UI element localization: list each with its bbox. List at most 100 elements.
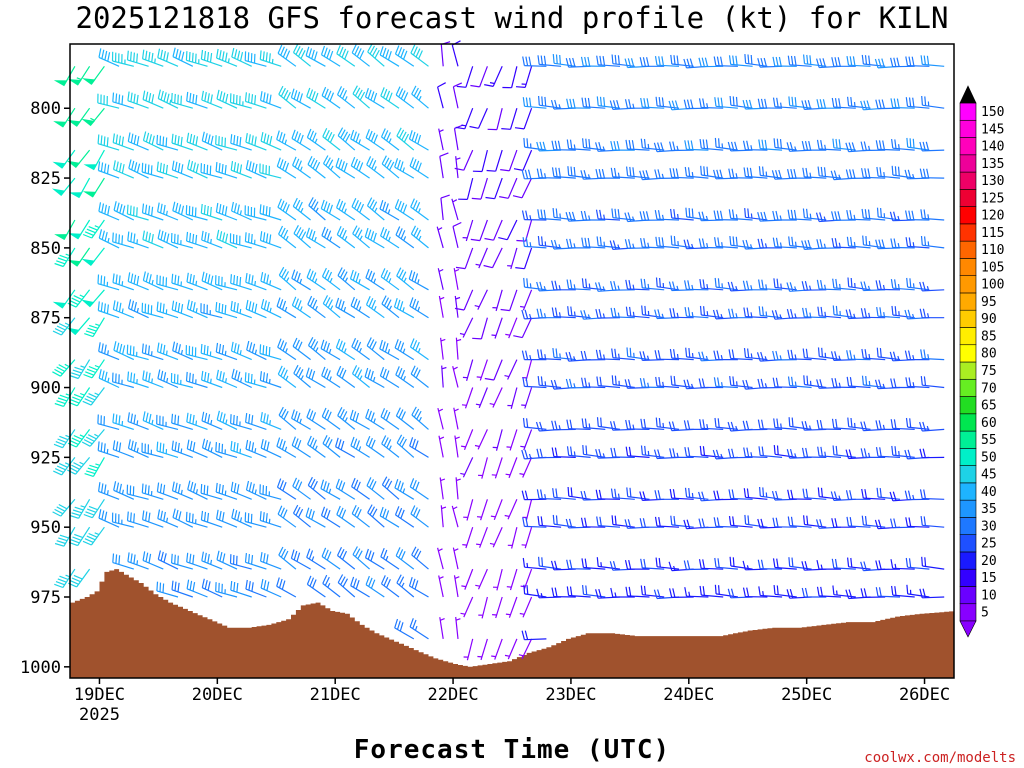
wind-barb (456, 66, 474, 88)
wind-barb (307, 337, 326, 361)
wind-barb (276, 157, 297, 179)
wind-barb (757, 57, 783, 68)
wind-barb (536, 448, 562, 459)
wind-barb (875, 420, 900, 430)
wind-barb (305, 367, 326, 389)
colorbar-swatch (959, 275, 977, 294)
wind-barb (68, 177, 91, 199)
wind-barb (684, 446, 709, 458)
wind-barb (379, 200, 400, 221)
wind-barb (244, 372, 267, 389)
wind-barb (337, 574, 356, 598)
wind-barb (396, 434, 415, 458)
credit-text[interactable]: coolwx.com/modelts (864, 750, 1016, 766)
wind-barb (890, 559, 915, 570)
wind-barb (394, 158, 415, 179)
wind-barb (185, 345, 208, 361)
wind-barb (171, 580, 193, 598)
wind-barb (475, 247, 488, 269)
colorbar-top-arrow (959, 85, 977, 104)
wind-barb (596, 557, 621, 570)
wind-barb (112, 133, 135, 151)
wind-barb (669, 308, 694, 319)
colorbar-swatch (959, 603, 977, 622)
wind-barb (82, 219, 105, 239)
wind-barb (860, 308, 886, 319)
wind-barb (463, 638, 474, 661)
wind-barb (351, 365, 370, 388)
wind-barb (906, 277, 930, 291)
wind-barb (787, 55, 812, 67)
wind-barb (410, 198, 429, 221)
colorbar-label: 100 (981, 278, 1004, 293)
wind-barb (396, 267, 415, 291)
wind-barb (611, 375, 635, 389)
wind-barb (351, 337, 370, 361)
colorbar-label: 95 (981, 295, 997, 310)
wind-barb (699, 305, 724, 319)
wind-barb (890, 238, 915, 249)
wind-barb (523, 277, 547, 291)
colorbar-swatch (959, 119, 977, 138)
wind-barb (654, 490, 679, 500)
colorbar-swatch (959, 551, 977, 570)
wind-barb (171, 92, 193, 109)
wind-barb (639, 518, 665, 528)
wind-barb (699, 445, 724, 458)
wind-barb (231, 47, 252, 67)
wind-barb (381, 435, 400, 458)
wind-barb (367, 504, 385, 528)
wind-barb (640, 97, 665, 109)
wind-barb (684, 487, 709, 500)
wind-barb (580, 517, 606, 528)
wind-barb (452, 221, 462, 249)
wind-barb (244, 51, 267, 67)
wind-barb (306, 575, 326, 598)
wind-barb (259, 50, 282, 67)
wind-barb (816, 239, 842, 249)
wind-barb (277, 505, 297, 528)
wind-barb (757, 98, 783, 109)
wind-barb (320, 45, 341, 67)
wind-barb (245, 299, 267, 319)
wind-barb (142, 230, 164, 249)
wind-barb (393, 298, 415, 319)
wind-barb (321, 226, 341, 249)
wind-barb (684, 166, 709, 179)
wind-barb (522, 237, 547, 249)
wind-barb (230, 580, 252, 598)
y-tick-label: 875 (30, 309, 61, 329)
wind-barb (230, 134, 252, 151)
wind-barbs (51, 40, 945, 661)
colorbar-legend: 5 10 15 20 25 30 35 40 45 50 55 60 65 70 75 80 85 90 95 100… (959, 85, 1004, 638)
wind-barb (410, 505, 429, 528)
wind-barb (81, 429, 105, 447)
wind-barb (492, 289, 503, 312)
wind-barb (537, 349, 562, 361)
wind-barb (380, 408, 400, 430)
wind-barb (453, 575, 460, 598)
wind-barb (500, 149, 518, 172)
wind-barb (744, 514, 768, 528)
wind-barb (521, 630, 547, 641)
wind-barb (335, 157, 356, 179)
wind-barb (507, 247, 518, 270)
wind-barb (728, 489, 753, 500)
y-tick-label: 950 (30, 518, 61, 538)
wind-barb (438, 128, 444, 151)
wind-barb (171, 481, 194, 500)
wind-barb (83, 359, 105, 379)
wind-barb (890, 57, 915, 68)
wind-barb (788, 557, 812, 570)
wind-barb (53, 429, 76, 449)
wind-barb (875, 447, 901, 458)
wind-barb (321, 267, 341, 291)
wind-barb (860, 588, 886, 598)
colorbar-label: 5 (981, 606, 989, 621)
wind-barb (625, 306, 650, 319)
wind-barb (552, 348, 576, 361)
wind-barb (714, 417, 738, 430)
wind-barb (610, 587, 635, 598)
wind-barb (683, 99, 709, 110)
